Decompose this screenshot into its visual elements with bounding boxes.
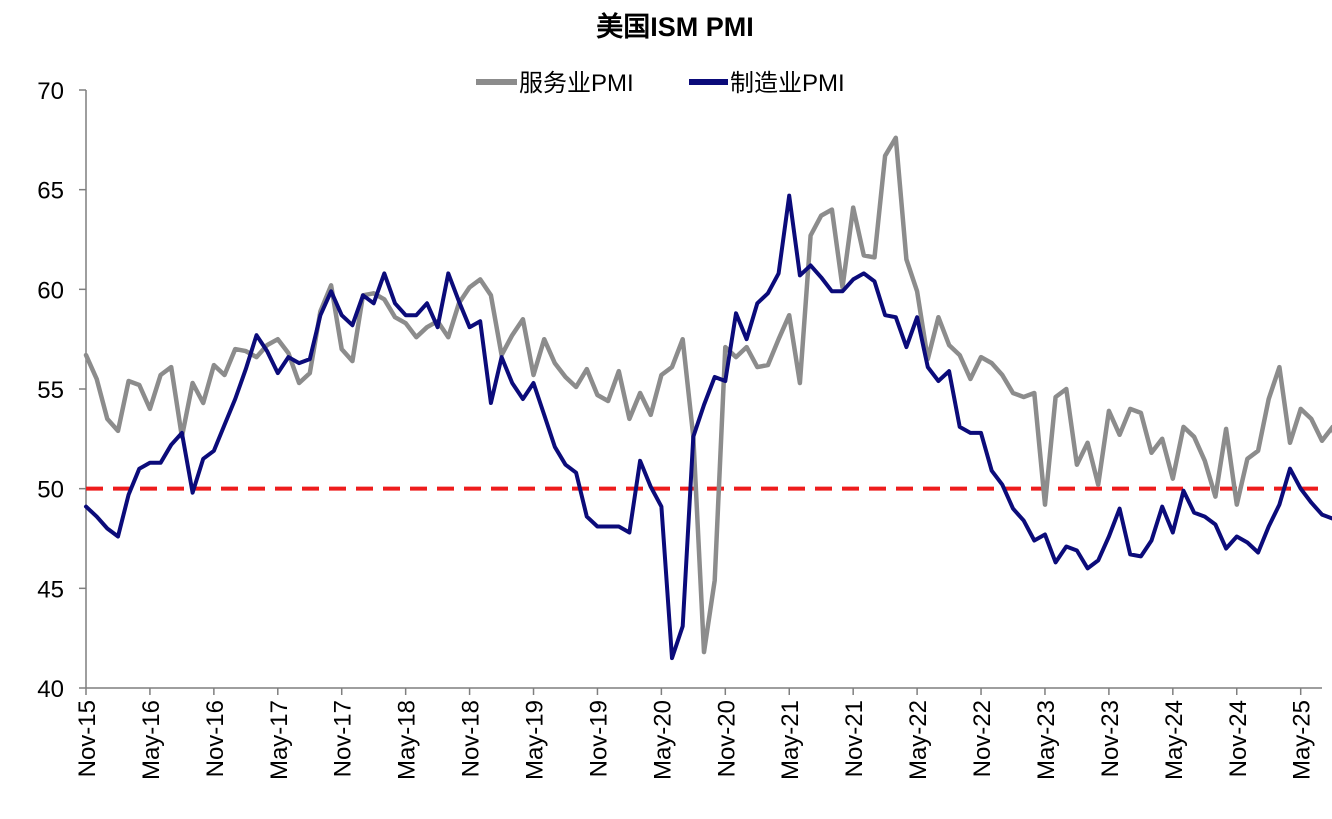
y-tick-label: 55 bbox=[37, 377, 64, 404]
x-tick-label: Nov-18 bbox=[458, 700, 485, 777]
series-group bbox=[83, 135, 1332, 661]
x-tick-label: Nov-16 bbox=[202, 700, 229, 777]
x-tick-label: Nov-19 bbox=[585, 700, 612, 777]
y-tick-label: 40 bbox=[37, 676, 64, 703]
x-tick-label: May-18 bbox=[394, 700, 421, 780]
x-tick-label: May-21 bbox=[777, 700, 804, 780]
legend-label-manufacturing: 制造业PMI bbox=[730, 70, 845, 97]
y-tick-label: 60 bbox=[37, 277, 64, 304]
y-tick-label: 45 bbox=[37, 576, 64, 603]
x-tick-label: May-22 bbox=[905, 700, 932, 780]
x-tick-label: May-23 bbox=[1033, 700, 1060, 780]
x-tick-label: Nov-15 bbox=[74, 700, 101, 777]
x-axis-ticks: Nov-15 May-16 Nov-16 May-17 Nov-17 May-18 Nov-… bbox=[74, 688, 1316, 780]
y-tick-label: 50 bbox=[37, 477, 64, 504]
x-tick-label: May-19 bbox=[522, 700, 549, 780]
chart-title: 美国ISM PMI bbox=[596, 11, 754, 42]
y-tick-label: 70 bbox=[37, 78, 64, 105]
legend-label-services: 服务业PMI bbox=[519, 70, 634, 97]
x-tick-label: Nov-17 bbox=[330, 700, 357, 777]
x-tick-label: Nov-24 bbox=[1225, 700, 1252, 777]
y-tick-label: 65 bbox=[37, 178, 64, 205]
x-tick-label: Nov-22 bbox=[969, 700, 996, 777]
series-line-manufacturing-pmi bbox=[84, 193, 1332, 661]
x-tick-label: May-16 bbox=[138, 700, 165, 780]
x-tick-label: May-25 bbox=[1289, 700, 1316, 780]
x-tick-label: Nov-21 bbox=[841, 700, 868, 777]
x-tick-label: Nov-20 bbox=[713, 700, 740, 777]
x-tick-label: May-17 bbox=[266, 700, 293, 780]
x-tick-label: May-20 bbox=[649, 700, 676, 780]
legend: 服务业PMI 制造业PMI bbox=[476, 70, 845, 97]
x-tick-label: Nov-23 bbox=[1097, 700, 1124, 777]
x-tick-label: May-24 bbox=[1161, 700, 1188, 780]
y-axis-ticks: 40 45 50 55 60 65 70 bbox=[37, 78, 86, 703]
